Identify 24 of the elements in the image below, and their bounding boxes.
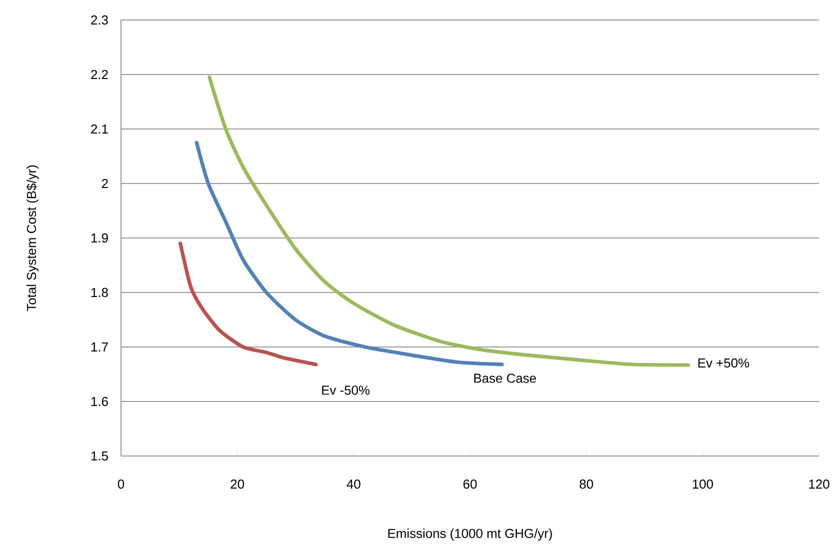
- y-tick-label: 1.5: [91, 451, 108, 461]
- x-tick-label: 40: [346, 480, 360, 489]
- y-tick-label: 1.7: [91, 342, 108, 352]
- x-tick-label: 100: [692, 480, 713, 489]
- y-tick-label: 2: [102, 178, 108, 188]
- x-tick-label: 0: [118, 480, 124, 489]
- series-label: Base Case: [474, 374, 536, 383]
- series-label: Ev -50%: [322, 386, 370, 395]
- y-tick-label: 2.3: [91, 15, 108, 25]
- x-tick-label: 80: [580, 480, 594, 489]
- y-tick-label: 1.9: [91, 233, 108, 243]
- y-tick-label: 2.2: [91, 70, 108, 80]
- y-axis-title: Total System Cost (B$/yr): [26, 165, 39, 312]
- y-tick-label: 1.8: [91, 288, 108, 298]
- line-series: [178, 242, 318, 366]
- x-tick-label: 60: [463, 480, 477, 489]
- x-tick-label: 20: [230, 480, 244, 489]
- series-label: Ev +50%: [698, 358, 750, 368]
- line-series: [194, 140, 504, 366]
- y-tick-label: 2.1: [91, 124, 108, 134]
- y-tick-label: 1.6: [91, 396, 108, 406]
- x-axis-title: Emissions (1000 mt GHG/yr): [388, 528, 552, 541]
- x-tick-label: 120: [809, 480, 830, 489]
- line-series: [208, 75, 690, 367]
